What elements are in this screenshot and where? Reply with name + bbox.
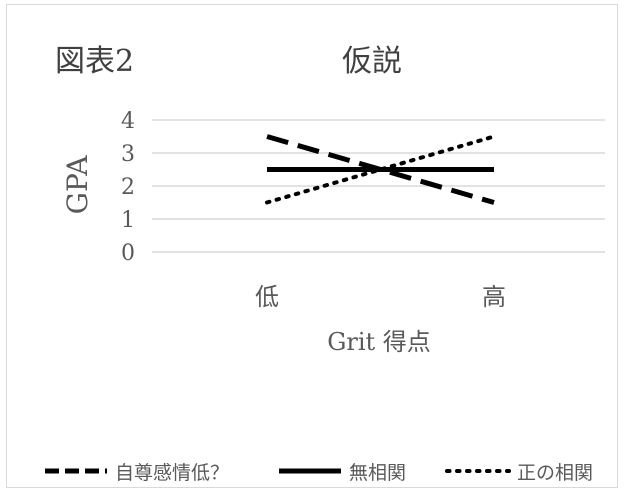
series-lines: [265, 134, 496, 205]
x-tick-label: 低: [255, 283, 279, 311]
legend-label-0: 自尊感情低？: [115, 462, 229, 484]
series-line-2: [265, 134, 496, 205]
y-tick-label: 0: [121, 241, 135, 266]
y-tick-label: 4: [121, 109, 135, 134]
x-tick-labels: 低高: [255, 283, 506, 311]
y-axis-label: GPA: [61, 155, 94, 215]
legend-label-1: 無相関: [349, 462, 406, 484]
figure-label: 図表2: [55, 44, 134, 79]
series-line-0: [266, 134, 495, 205]
legend-label-2: 正の相関: [517, 462, 593, 484]
gridlines: [152, 119, 605, 253]
line-chart: 図表2 仮説 GPA Grit 得点 01234 低高 自尊感情低？ 無相関 正の相…: [45, 44, 605, 484]
y-tick-labels: 0 1 2 3 4: [121, 109, 135, 266]
chart-title: 仮説: [342, 44, 402, 79]
x-axis-label: Grit 得点: [327, 328, 431, 356]
y-tick-label: 2: [121, 175, 135, 200]
y-tick-label: 1: [121, 208, 135, 233]
legend: 自尊感情低？ 無相関 正の相関: [45, 462, 593, 484]
y-tick-label: 3: [121, 142, 135, 167]
x-tick-label: 高: [482, 283, 506, 311]
